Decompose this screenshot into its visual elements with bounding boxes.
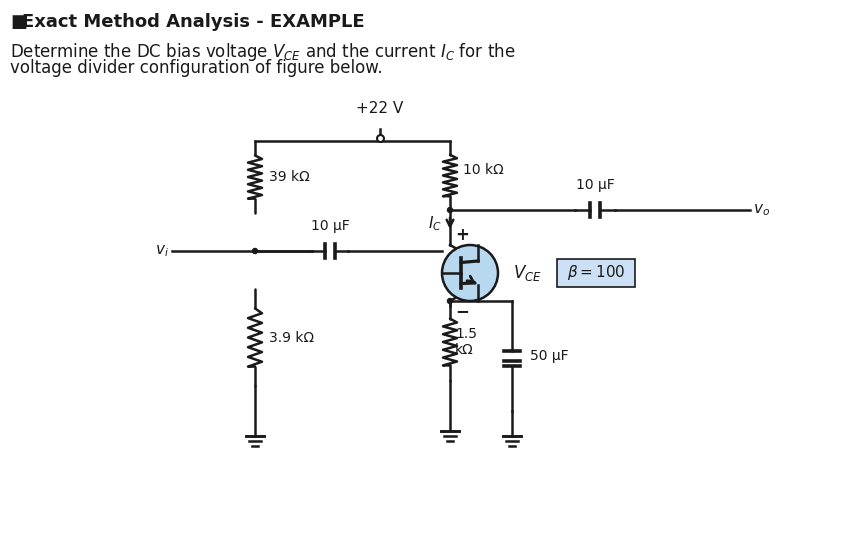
Text: $\beta = 100$: $\beta = 100$ xyxy=(567,263,625,283)
Text: 3.9 kΩ: 3.9 kΩ xyxy=(269,331,314,344)
Text: Exact Method Analysis - EXAMPLE: Exact Method Analysis - EXAMPLE xyxy=(22,13,364,31)
Circle shape xyxy=(447,299,452,304)
Text: $v_o$: $v_o$ xyxy=(753,202,770,218)
Text: Determine the DC bias voltage $V_{CE}$ and the current $I_C$ for the: Determine the DC bias voltage $V_{CE}$ a… xyxy=(10,41,516,63)
Text: −: − xyxy=(455,302,469,320)
Text: 10 μF: 10 μF xyxy=(576,178,614,192)
Text: $V_{CE}$: $V_{CE}$ xyxy=(513,263,542,283)
Text: 1.5
kΩ: 1.5 kΩ xyxy=(455,327,477,357)
Circle shape xyxy=(442,245,498,301)
Text: $I_C$: $I_C$ xyxy=(428,214,442,233)
Circle shape xyxy=(252,249,257,253)
Text: +: + xyxy=(455,226,469,244)
Text: voltage divider configuration of figure below.: voltage divider configuration of figure … xyxy=(10,59,383,77)
Text: ■: ■ xyxy=(10,13,27,31)
Circle shape xyxy=(447,208,452,213)
Text: +22 V: +22 V xyxy=(357,101,404,116)
FancyBboxPatch shape xyxy=(557,259,635,287)
Text: 10 kΩ: 10 kΩ xyxy=(463,164,504,177)
Text: 10 μF: 10 μF xyxy=(311,219,349,233)
Text: $v_i$: $v_i$ xyxy=(155,243,169,259)
Text: 39 kΩ: 39 kΩ xyxy=(269,170,310,184)
Text: 50 μF: 50 μF xyxy=(530,349,568,363)
